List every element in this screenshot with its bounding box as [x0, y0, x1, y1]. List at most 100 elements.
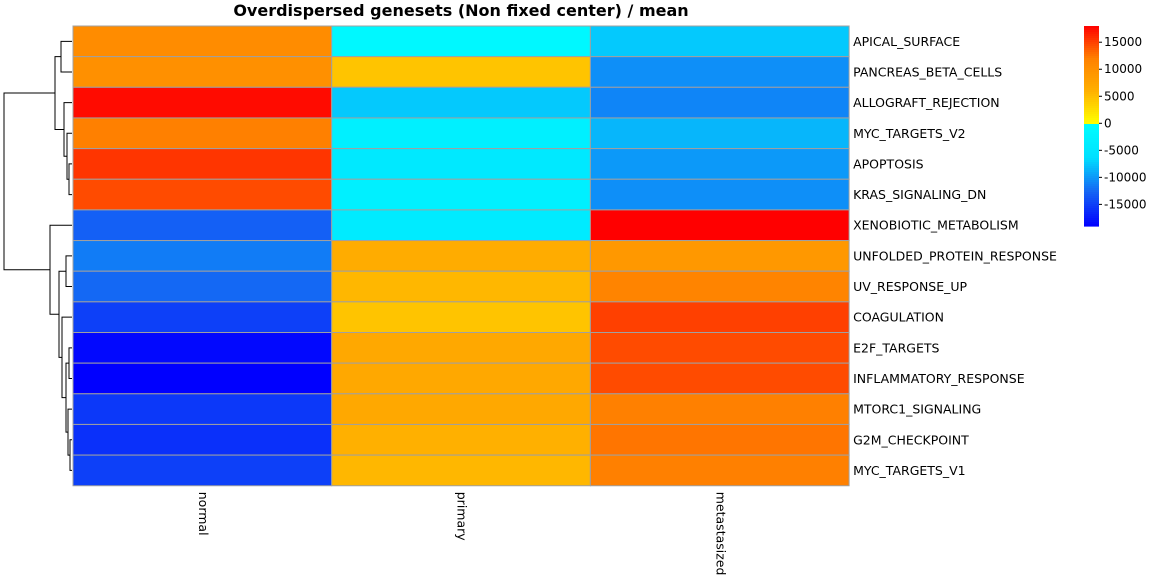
legend-color-step	[1084, 208, 1099, 211]
dendrogram-branch	[54, 56, 64, 130]
row-label: KRAS_SIGNALING_DN	[853, 187, 986, 202]
legend-color-step	[1084, 190, 1099, 193]
legend-color-step	[1084, 132, 1099, 135]
heatmap-cell	[331, 117, 591, 150]
legend-color-step	[1084, 136, 1099, 139]
heatmap-cell	[72, 25, 333, 58]
legend-color-step	[1084, 28, 1099, 31]
legend-color-step	[1084, 120, 1099, 123]
row-label: COAGULATION	[853, 310, 944, 325]
heatmap-cell	[331, 86, 591, 119]
legend-color-step	[1084, 126, 1099, 129]
legend-color-step	[1084, 50, 1099, 53]
legend-color-step	[1084, 134, 1099, 137]
legend-color-step	[1084, 206, 1099, 209]
heatmap-cell	[72, 117, 333, 150]
legend-color-step	[1084, 164, 1099, 167]
heatmap-cell	[72, 148, 333, 180]
legend-color-step	[1084, 88, 1099, 91]
heatmap-cell	[589, 454, 850, 487]
heatmap-cell	[589, 209, 850, 242]
legend-color-step	[1084, 68, 1099, 71]
heatmap-cell	[331, 332, 591, 364]
heatmap-cell	[589, 423, 850, 456]
color-legend: 15000 10000 5000 0 -5000 -10000 -15000	[1084, 26, 1147, 227]
legend-tick-label: -15000	[1104, 197, 1147, 211]
dendrogram-branch	[68, 347, 72, 379]
row-label: INFLAMMATORY_RESPONSE	[853, 371, 1025, 386]
row-label: E2F_TARGETS	[853, 340, 939, 355]
row-label: UNFOLDED_PROTEIN_RESPONSE	[853, 248, 1057, 263]
legend-color-step	[1084, 104, 1099, 107]
row-label: MYC_TARGETS_V2	[853, 126, 966, 141]
legend-color-step	[1084, 178, 1099, 181]
legend-tick-label: -10000	[1104, 170, 1147, 184]
legend-tick-label: 15000	[1104, 35, 1142, 49]
legend-color-step	[1084, 202, 1099, 205]
legend-color-step	[1084, 130, 1099, 133]
heatmap-cell	[589, 56, 850, 88]
legend-tick-label: 5000	[1104, 89, 1135, 103]
row-dendrogram	[3, 40, 72, 471]
legend-color-step	[1084, 138, 1099, 141]
dendrogram-branch	[60, 40, 72, 73]
legend-color-step	[1084, 224, 1099, 227]
legend-color-step	[1084, 70, 1099, 73]
legend-color-step	[1084, 54, 1099, 57]
row-label: UV_RESPONSE_UP	[853, 279, 967, 294]
legend-color-step	[1084, 92, 1099, 95]
legend-color-step	[1084, 64, 1099, 67]
row-label: MYC_TARGETS_V1	[853, 463, 966, 478]
legend-color-step	[1084, 78, 1099, 81]
legend-color-step	[1084, 60, 1099, 63]
legend-color-step	[1084, 194, 1099, 197]
legend-color-step	[1084, 160, 1099, 163]
legend-color-step	[1084, 198, 1099, 201]
heatmap-cell	[72, 423, 333, 456]
heatmap-cell	[331, 148, 591, 180]
dendrogram-branch	[49, 224, 72, 315]
row-label: MTORC1_SIGNALING	[853, 402, 981, 417]
legend-color-step	[1084, 182, 1099, 185]
legend-color-step	[1084, 172, 1099, 175]
legend-color-step	[1084, 44, 1099, 47]
legend-color-step	[1084, 100, 1099, 103]
row-label: G2M_CHECKPOINT	[853, 432, 969, 447]
legend-color-step	[1084, 38, 1099, 41]
legend-color-step	[1084, 156, 1099, 159]
heatmap-cell	[72, 86, 333, 119]
legend-color-step	[1084, 90, 1099, 93]
legend-color-step	[1084, 218, 1099, 221]
heatmap-cell	[589, 240, 850, 272]
legend-color-step	[1084, 116, 1099, 119]
heatmap-cell	[331, 240, 591, 272]
heatmap-cell	[331, 56, 591, 88]
legend-color-step	[1084, 216, 1099, 219]
heatmap-cell	[331, 270, 591, 303]
row-label: PANCREAS_BETA_CELLS	[853, 64, 1002, 79]
dendrogram-branch	[69, 439, 72, 471]
legend-color-step	[1084, 174, 1099, 177]
row-label: XENOBIOTIC_METABOLISM	[853, 218, 1019, 233]
heatmap-cell	[589, 117, 850, 150]
heatmap-cell	[589, 86, 850, 119]
heatmap-cell	[331, 301, 591, 334]
legend-color-step	[1084, 142, 1099, 145]
heatmap-cell	[589, 393, 850, 425]
legend-color-step	[1084, 204, 1099, 207]
heatmap-cell	[589, 25, 850, 58]
legend-color-step	[1084, 110, 1099, 113]
heatmap-cell	[72, 178, 333, 211]
legend-color-step	[1084, 220, 1099, 223]
legend-color-step	[1084, 66, 1099, 69]
heatmap-cell	[589, 148, 850, 180]
chart-title: Overdispersed genesets (Non fixed center…	[233, 1, 688, 20]
heatmap-cell	[72, 301, 333, 334]
legend-color-step	[1084, 84, 1099, 87]
heatmap-cell	[331, 393, 591, 425]
legend-color-step	[1084, 36, 1099, 39]
dendrogram-branch	[3, 92, 55, 271]
legend-color-step	[1084, 72, 1099, 75]
legend-color-step	[1084, 108, 1099, 111]
